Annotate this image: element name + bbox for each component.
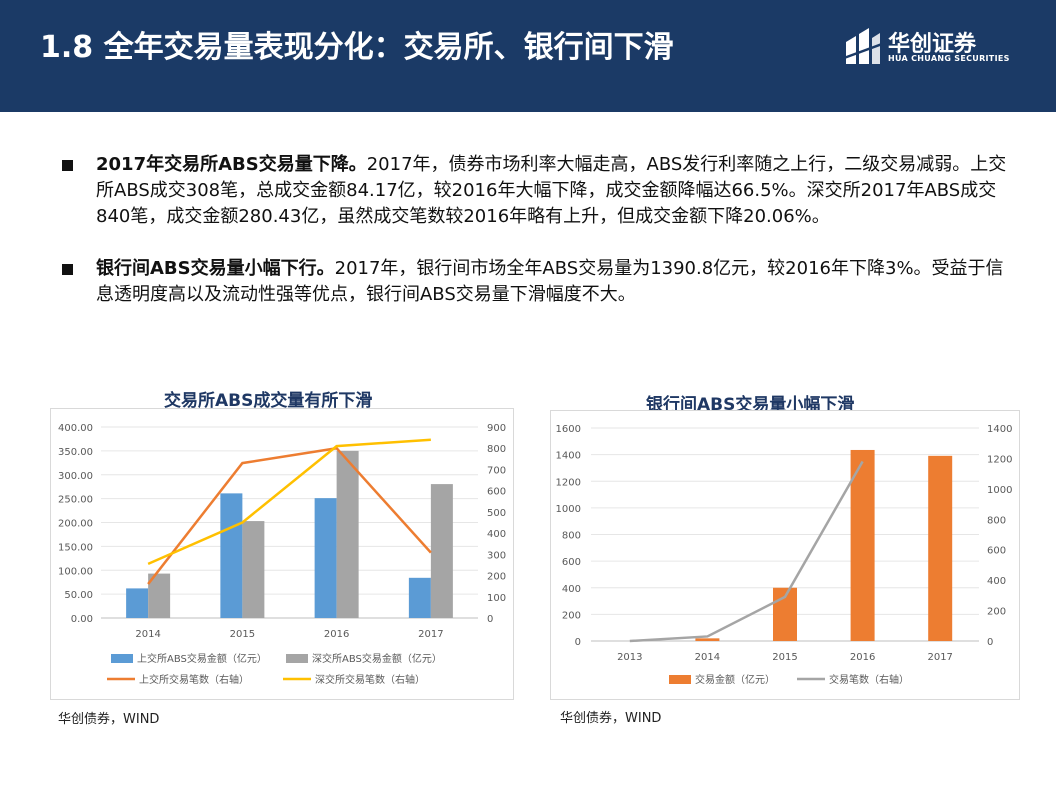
y-left-tick-label: 200.00 <box>58 519 93 530</box>
bar-b <box>430 484 453 618</box>
y-left-tick-label: 1400 <box>556 451 581 462</box>
y-left-tick-label: 350.00 <box>58 447 93 458</box>
y-left-tick-label: 800 <box>562 531 581 542</box>
bullet-text: 2017年，银行间市场全年ABS交易量为1390.8亿元，较2016年下降3%。… <box>96 258 1004 305</box>
y-right-tick-label: 700 <box>487 465 506 476</box>
y-left-tick-label: 50.00 <box>64 590 93 601</box>
x-tick-label: 2013 <box>617 652 642 663</box>
logo-mark-icon <box>843 28 882 64</box>
y-left-tick-label: 300.00 <box>58 471 93 482</box>
chart-interbank: 0 200 400 600 800 1000 1200 1400 1600 0 200 400 600 8… <box>550 410 1020 700</box>
y-left-tick-label: 600 <box>562 557 581 568</box>
series-line-1 <box>147 446 432 585</box>
legend-label: 交易笔数（右轴） <box>829 673 909 686</box>
y-left-tick-label: 400 <box>562 584 581 595</box>
header-bar: 1.8 全年交易量表现分化：交易所、银行间下滑 华创证券 HUA CHUANG … <box>0 0 1056 112</box>
legend-label: 深交所交易笔数（右轴） <box>315 673 425 686</box>
y-left-tick-label: 150.00 <box>58 542 93 553</box>
y-right-tick-label: 1400 <box>987 424 1012 435</box>
bullet-heading: 2017年交易所ABS交易量下降。 <box>96 154 367 175</box>
bullet-heading: 银行间ABS交易量小幅下行。 <box>96 258 335 279</box>
y-right-tick-label: 600 <box>487 487 506 498</box>
bullet-text: 2017年，债券市场利率大幅走高，ABS发行利率随之上行，二级交易减弱。上交所A… <box>96 154 1007 227</box>
chart-title-exchange: 交易所ABS成交量有所下滑 <box>164 391 373 411</box>
bar-a <box>220 493 243 618</box>
y-left-tick-label: 400.00 <box>58 423 93 434</box>
legend-label: 交易金额（亿元） <box>695 673 775 686</box>
y-right-tick-label: 400 <box>987 576 1006 587</box>
x-tick-label: 2015 <box>230 629 255 640</box>
bar-b <box>242 521 265 618</box>
bullet-item-exchange: 2017年交易所ABS交易量下降。2017年，债券市场利率大幅走高，ABS发行利… <box>60 152 1020 230</box>
bar-b <box>148 573 171 618</box>
square-bullet-icon <box>62 264 73 275</box>
x-tick-label: 2016 <box>324 629 349 640</box>
bar-a <box>850 449 875 641</box>
x-tick-label: 2014 <box>135 629 160 640</box>
y-right-tick-label: 1200 <box>987 454 1012 465</box>
y-right-tick-label: 600 <box>987 546 1006 557</box>
source-note-right: 华创债券，WIND <box>560 711 662 726</box>
y-right-tick-label: 800 <box>487 444 506 455</box>
bar-b <box>336 450 359 618</box>
series-line-1 <box>629 460 864 643</box>
y-right-tick-label: 100 <box>487 593 506 604</box>
y-left-tick-label: 250.00 <box>58 495 93 506</box>
y-right-tick-label: 200 <box>487 572 506 583</box>
bullet-list: 2017年交易所ABS交易量下降。2017年，债券市场利率大幅走高，ABS发行利… <box>60 152 1020 334</box>
legend-swatch <box>111 654 133 663</box>
y-left-tick-label: 1200 <box>556 477 581 488</box>
y-left-tick-label: 100.00 <box>58 566 93 577</box>
legend-swatch <box>286 654 308 663</box>
y-right-tick-label: 800 <box>987 515 1006 526</box>
chart-interbank-svg: 0 200 400 600 800 1000 1200 1400 1600 0 200 400 600 8… <box>556 424 1013 686</box>
x-tick-label: 2014 <box>695 652 720 663</box>
bar-a <box>126 588 149 618</box>
company-logo: 华创证券 HUA CHUANG SECURITIES <box>842 26 1009 70</box>
y-left-tick-label: 1600 <box>556 424 581 435</box>
bullet-item-interbank: 银行间ABS交易量小幅下行。2017年，银行间市场全年ABS交易量为1390.8… <box>60 256 1020 308</box>
y-right-tick-label: 200 <box>987 607 1006 618</box>
y-right-tick-label: 0 <box>487 614 493 625</box>
legend-label: 上交所交易笔数（右轴） <box>139 673 249 686</box>
bar-a <box>314 498 337 618</box>
legend-swatch <box>669 675 691 684</box>
y-left-tick-label: 0 <box>575 637 581 648</box>
source-note-left: 华创债券，WIND <box>58 712 160 727</box>
bar-a <box>695 638 720 641</box>
y-right-tick-label: 900 <box>487 423 506 434</box>
square-bullet-icon <box>62 160 73 171</box>
y-right-tick-label: 500 <box>487 508 506 519</box>
bar-a <box>928 455 953 641</box>
x-tick-label: 2017 <box>927 652 952 663</box>
y-left-tick-label: 1000 <box>556 504 581 515</box>
y-right-tick-label: 400 <box>487 529 506 540</box>
x-tick-label: 2016 <box>850 652 875 663</box>
chart-exchange-svg: 0.00 50.00 100.00 150.00 200.00 250.00 300.00 3… <box>58 423 506 686</box>
y-left-tick-label: 200 <box>562 610 581 621</box>
page-title: 1.8 全年交易量表现分化：交易所、银行间下滑 <box>40 30 674 65</box>
bar-a <box>408 577 431 618</box>
chart-exchange: 0.00 50.00 100.00 150.00 200.00 250.00 300.00 3… <box>50 408 514 700</box>
y-left-tick-label: 0.00 <box>71 614 93 625</box>
legend-label: 上交所ABS交易金额（亿元） <box>137 652 267 665</box>
x-tick-label: 2017 <box>418 629 443 640</box>
x-tick-label: 2015 <box>772 652 797 663</box>
legend-label: 深交所ABS交易金额（亿元） <box>312 652 442 665</box>
logo-text-en: HUA CHUANG SECURITIES <box>888 54 1010 63</box>
y-right-tick-label: 0 <box>987 637 993 648</box>
y-right-tick-label: 300 <box>487 550 506 561</box>
y-right-tick-label: 1000 <box>987 485 1012 496</box>
series-line-2 <box>147 438 431 566</box>
logo-text-cn: 华创证券 <box>888 32 977 57</box>
